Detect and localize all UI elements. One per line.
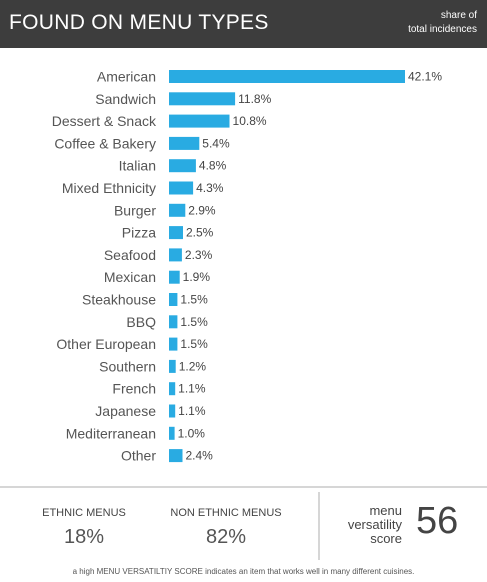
header-note-line2: total incidences (408, 24, 477, 35)
category-label-dessert-snack: Dessert & Snack (52, 113, 157, 129)
bar-dessert-snack (169, 114, 230, 128)
value-label-steakhouse: 1.5% (180, 293, 208, 307)
non-ethnic-menus-label: NON ETHNIC MENUS (170, 507, 282, 519)
bar-pizza (169, 226, 183, 240)
bar-other (169, 449, 183, 463)
page-title: FOUND ON MENU TYPES (9, 11, 269, 34)
category-label-other-european: Other European (56, 336, 156, 352)
value-label-seafood: 2.3% (185, 248, 213, 262)
category-label-seafood: Seafood (104, 247, 156, 263)
header-note: share of total incidences (408, 9, 477, 37)
bar-sandwich (169, 92, 236, 106)
bar-steakhouse (169, 293, 178, 306)
score-label-line1: menu (369, 503, 402, 518)
header-bar: FOUND ON MENU TYPES share of total incid… (0, 0, 487, 48)
bar-italian (169, 159, 196, 173)
chart-area: American 42.1% Sandwich 11.8% Dessert & Snac… (0, 60, 487, 475)
value-label-other: 2.4% (185, 449, 213, 463)
bar-french (169, 382, 176, 396)
category-label-coffee-bakery: Coffee & Bakery (54, 135, 156, 151)
value-label-burger: 2.9% (188, 203, 216, 217)
footnote: a high MENU VERSATILTIY SCORE indicates … (72, 567, 415, 576)
value-label-dessert-snack: 10.8% (233, 114, 267, 128)
bar-coffee-bakery (169, 136, 200, 150)
category-label-american: American (97, 69, 156, 85)
category-label-bbq: BBQ (126, 314, 156, 330)
value-label-japanese: 1.1% (178, 404, 206, 418)
score-divider (318, 492, 320, 560)
value-label-french: 1.1% (178, 382, 206, 396)
value-label-other-european: 1.5% (180, 337, 208, 351)
non-ethnic-menus-value: 82% (205, 526, 247, 548)
score-label-line2: versatility (347, 517, 402, 532)
category-label-japanese: Japanese (95, 403, 156, 419)
bar-mixed-ethnicity (169, 181, 194, 195)
category-label-mediterranean: Mediterranean (66, 425, 156, 441)
category-label-sandwich: Sandwich (95, 91, 156, 107)
bar-american (169, 70, 405, 83)
value-label-coffee-bakery: 5.4% (202, 136, 230, 150)
versatility-score-value: 56 (416, 500, 459, 542)
versatility-score-label: menu versatility score (322, 504, 402, 546)
value-label-italian: 4.8% (199, 159, 227, 173)
category-label-pizza: Pizza (122, 225, 156, 241)
bar-chart: American 42.1% Sandwich 11.8% Dessert & Snac… (52, 69, 443, 464)
bar-seafood (169, 248, 182, 262)
score-label-line3: score (370, 531, 402, 546)
value-label-pizza: 2.5% (186, 226, 214, 240)
value-label-mediterranean: 1.0% (178, 426, 206, 440)
category-label-mexican: Mexican (104, 269, 156, 285)
value-label-bbq: 1.5% (180, 315, 208, 329)
category-label-other: Other (121, 448, 156, 464)
footer-divider (0, 486, 487, 488)
category-label-italian: Italian (119, 158, 156, 174)
bar-bbq (169, 315, 178, 329)
category-label-mixed-ethnicity: Mixed Ethnicity (62, 180, 156, 196)
value-label-mixed-ethnicity: 4.3% (196, 181, 224, 195)
value-label-southern: 1.2% (179, 359, 207, 373)
header-note-line1: share of (440, 10, 477, 21)
ethnic-menus-value: 18% (63, 526, 105, 548)
bar-mexican (169, 270, 180, 284)
ethnic-menus-label: ETHNIC MENUS (42, 507, 126, 519)
bar-japanese (169, 404, 176, 418)
bar-burger (169, 203, 186, 217)
bar-mediterranean (169, 426, 175, 440)
value-label-american: 42.1% (408, 70, 442, 84)
value-label-mexican: 1.9% (183, 270, 211, 284)
category-label-steakhouse: Steakhouse (82, 292, 156, 308)
category-label-southern: Southern (99, 358, 156, 374)
category-label-burger: Burger (114, 202, 156, 218)
value-label-sandwich: 11.8% (238, 92, 271, 106)
category-label-french: French (112, 381, 156, 397)
bar-other-european (169, 337, 178, 351)
bar-southern (169, 359, 176, 373)
